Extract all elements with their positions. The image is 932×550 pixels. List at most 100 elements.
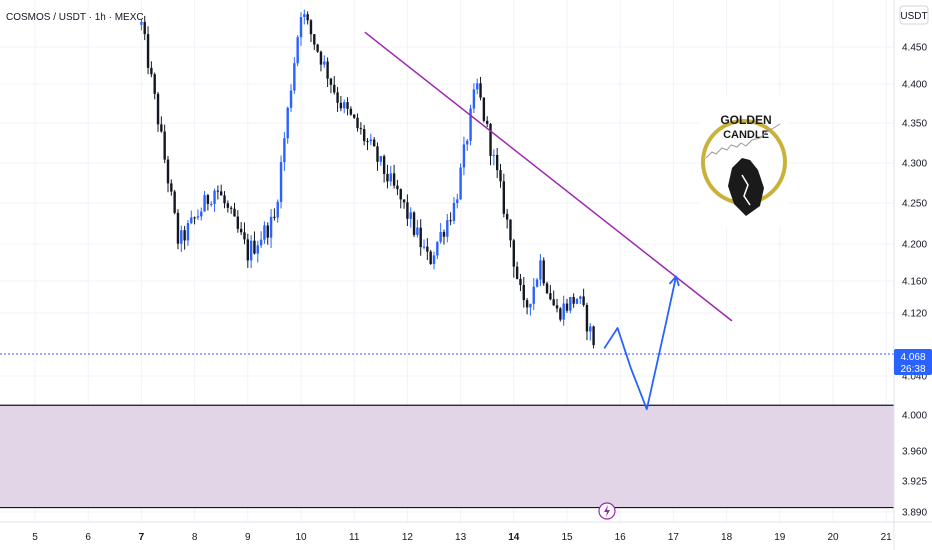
- candle-body: [369, 139, 373, 142]
- candle-body: [379, 156, 382, 162]
- candle-body: [562, 303, 565, 320]
- candle-body: [156, 93, 160, 125]
- candle-body: [273, 216, 276, 218]
- time-tick-label: 9: [245, 532, 251, 543]
- time-tick-label: 14: [508, 532, 520, 543]
- candle-body: [505, 213, 509, 220]
- price-tick-label: 4.160: [902, 277, 927, 288]
- candles-layer: [140, 9, 595, 349]
- candle-body: [286, 107, 289, 139]
- currency-button-frame[interactable]: [899, 5, 929, 25]
- projection-path[interactable]: [603, 276, 677, 411]
- currency-button[interactable]: USDT: [899, 5, 929, 25]
- candle-body: [515, 266, 519, 279]
- candle-body: [259, 239, 263, 246]
- candle-body: [339, 102, 343, 109]
- current-price-label: 4.068: [900, 352, 925, 363]
- candle-body: [486, 120, 489, 124]
- candle-body: [419, 227, 422, 248]
- candle-body: [266, 225, 269, 238]
- candle-body: [469, 108, 472, 141]
- candle-body: [459, 167, 462, 200]
- price-tick-label: 4.040: [902, 372, 927, 383]
- candle-body: [502, 181, 506, 214]
- candle-body: [243, 232, 246, 240]
- time-tick-label: 5: [32, 532, 38, 543]
- current-price-badge: 4.068 26:38: [894, 349, 932, 375]
- lion-head-icon: [728, 158, 764, 216]
- candle-body: [399, 189, 402, 200]
- candle-body: [353, 114, 356, 118]
- candle-body: [163, 131, 166, 160]
- price-tick-label: 3.960: [902, 447, 927, 458]
- candle-body: [309, 20, 313, 35]
- candle-body: [432, 255, 436, 264]
- resistance-trendline[interactable]: [364, 31, 733, 322]
- candle-body: [466, 140, 469, 145]
- candle-body: [150, 67, 153, 75]
- candle-body: [236, 216, 240, 229]
- candle-body: [492, 154, 496, 156]
- candle-body: [256, 245, 259, 254]
- candle-body: [422, 246, 426, 248]
- candle-body: [329, 78, 333, 85]
- candle-body: [356, 117, 359, 129]
- candle-body: [269, 216, 273, 238]
- price-tick-label: 4.200: [902, 240, 927, 251]
- candle-body: [362, 129, 366, 142]
- candle-body: [499, 170, 502, 182]
- candle-body: [452, 203, 456, 221]
- time-tick-label: 10: [295, 532, 307, 543]
- lightning-icon[interactable]: [604, 505, 610, 517]
- candle-body: [436, 241, 439, 256]
- candle-body: [525, 300, 529, 308]
- candle-body: [170, 183, 173, 192]
- candle-body: [479, 83, 482, 98]
- candle-body: [140, 21, 143, 25]
- candle-body: [190, 217, 193, 224]
- candle-body: [213, 190, 216, 204]
- time-tick-label: 7: [139, 532, 145, 543]
- time-tick-label: 8: [192, 532, 198, 543]
- candle-body: [585, 304, 589, 332]
- candle-body: [542, 260, 545, 284]
- price-tick-label: 4.300: [902, 159, 927, 170]
- candle-body: [409, 212, 412, 219]
- replay-lightning-icon[interactable]: [598, 502, 616, 520]
- time-tick-label: 19: [774, 532, 786, 543]
- candle-body: [276, 201, 279, 218]
- candle-body: [412, 212, 416, 235]
- candle-body: [522, 285, 525, 301]
- candle-body: [346, 102, 349, 109]
- candle-body: [343, 102, 346, 109]
- price-tick-label: 4.450: [902, 43, 927, 54]
- candle-body: [166, 159, 170, 184]
- price-axis[interactable]: 4.450 4.400 4.350 4.300 4.250 4.200 4.160 4.120…: [902, 43, 927, 519]
- candle-body: [579, 296, 582, 299]
- candle-body: [382, 156, 386, 174]
- candle-body: [216, 190, 220, 192]
- candle-body: [582, 296, 585, 305]
- time-tick-label: 15: [561, 532, 573, 543]
- currency-button-label[interactable]: USDT: [900, 11, 927, 22]
- candle-body: [592, 326, 595, 346]
- time-axis[interactable]: 5 6 7 8 9 10 11 12 13 14 15 16 17 18 19 20 21: [32, 532, 892, 543]
- projection-arrowhead: [668, 275, 680, 287]
- countdown-label: 26:38: [900, 364, 925, 375]
- candle-body: [372, 139, 376, 147]
- time-tick-label: 16: [615, 532, 627, 543]
- candle-body: [186, 223, 190, 241]
- candle-body: [532, 286, 535, 304]
- candle-body: [569, 297, 572, 311]
- candle-body: [552, 299, 555, 306]
- candle-body: [472, 89, 476, 109]
- candle-body: [183, 230, 186, 241]
- price-tick-label: 4.400: [902, 80, 927, 91]
- candle-body: [296, 37, 299, 64]
- candle-body: [402, 199, 406, 203]
- golden-candle-logo: GOLDEN CANDLE: [701, 97, 788, 227]
- time-tick-label: 6: [85, 532, 91, 543]
- candle-body: [349, 108, 353, 115]
